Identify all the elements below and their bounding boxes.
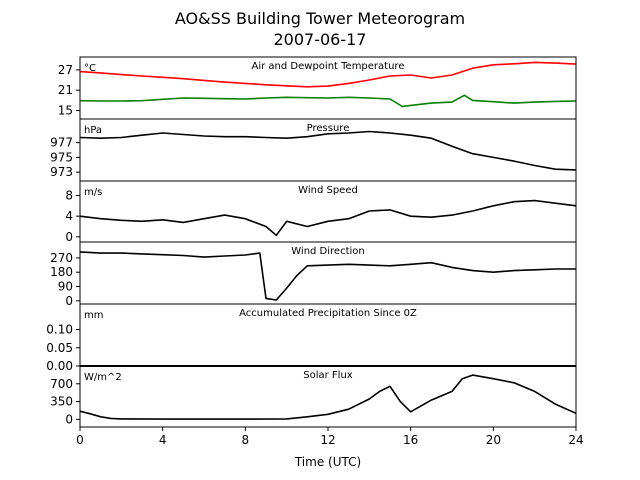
panel-title-pressure: Pressure	[307, 123, 350, 134]
x-tick-label-2: 8	[242, 433, 250, 447]
panel-solar_flux: 0 350 700 W/m^2 Solar Flux	[50, 365, 577, 428]
x-tick-label-3: 12	[320, 433, 335, 447]
series-line-wind_speed-0	[79, 199, 577, 237]
y-tick-label-pressure-0: 973	[50, 165, 73, 179]
series-line-wind_direction-0	[79, 251, 576, 301]
panel-title-wind_speed: Wind Speed	[298, 185, 358, 196]
panel-temperature: 15 21 27 °C Air and Dewpoint Temperature	[58, 56, 577, 120]
y-tick-label-wind_speed-1: 4	[65, 209, 73, 223]
panel-precipitation: 0.00 0.05 0.10 mm Accumulated Precipitation …	[46, 303, 577, 373]
y-tick-label-precipitation-2: 0.10	[46, 323, 73, 337]
x-tick-label-6: 24	[568, 433, 583, 447]
y-tick-label-pressure-2: 977	[50, 136, 73, 150]
panel-title-precipitation: Accumulated Precipitation Since 0Z	[239, 308, 417, 319]
y-tick-label-precipitation-0: 0.00	[46, 359, 73, 373]
series-line-pressure-0	[79, 130, 577, 171]
series-line-solar_flux-0	[79, 374, 577, 420]
figure-title-line1: AO&SS Building Tower Meteorogram	[175, 9, 465, 28]
y-tick-label-solar_flux-1: 350	[50, 395, 73, 409]
y-tick-label-wind_speed-0: 0	[65, 230, 73, 244]
y-tick-label-solar_flux-0: 0	[65, 412, 73, 426]
x-axis: 0 4 8 12 16 20 24	[76, 427, 584, 447]
panel-title-solar_flux: Solar Flux	[303, 370, 353, 381]
y-tick-label-wind_direction-1: 90	[58, 280, 73, 294]
x-tick-label-0: 0	[76, 433, 84, 447]
unit-label-wind_speed: m/s	[84, 187, 102, 198]
unit-label-solar_flux: W/m^2	[84, 372, 122, 383]
x-tick-label-4: 16	[403, 433, 418, 447]
unit-label-pressure: hPa	[84, 125, 102, 136]
panel-wind_speed: 0 4 8 m/s Wind Speed	[65, 180, 577, 244]
y-tick-label-temperature-1: 21	[58, 83, 73, 97]
unit-label-temperature: °C	[84, 63, 96, 74]
x-tick-label-5: 20	[486, 433, 501, 447]
figure-title-line2: 2007-06-17	[274, 30, 367, 49]
y-tick-label-wind_direction-3: 270	[50, 251, 73, 265]
y-tick-label-precipitation-1: 0.05	[46, 341, 73, 355]
y-tick-label-wind_direction-2: 180	[50, 265, 73, 279]
unit-label-precipitation: mm	[84, 310, 103, 321]
x-axis-label: Time (UTC)	[294, 455, 361, 469]
y-tick-label-wind_direction-0: 0	[65, 294, 73, 308]
x-tick-label-1: 4	[159, 433, 167, 447]
series-line-temperature-1	[79, 94, 577, 108]
y-tick-label-solar_flux-2: 700	[50, 377, 73, 391]
y-tick-label-temperature-2: 27	[58, 63, 73, 77]
panel-title-temperature: Air and Dewpoint Temperature	[252, 61, 405, 72]
y-tick-label-wind_speed-2: 8	[65, 188, 73, 202]
panel-title-wind_direction: Wind Direction	[291, 246, 365, 257]
y-tick-label-pressure-1: 975	[50, 150, 73, 164]
series-line-temperature-0	[79, 61, 577, 88]
y-tick-label-temperature-0: 15	[58, 104, 73, 118]
